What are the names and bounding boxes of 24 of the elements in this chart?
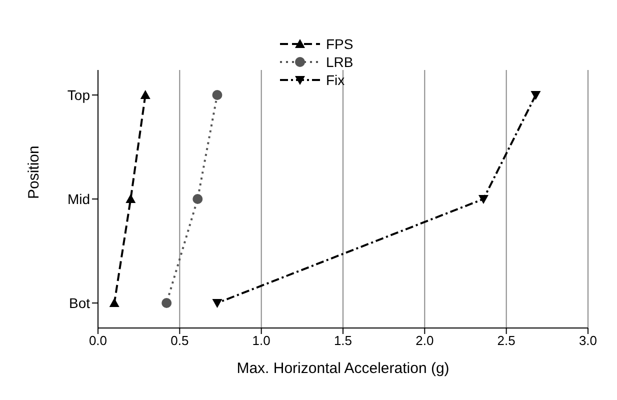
x-tick-label: 2.0 (416, 333, 434, 348)
legend-label: LRB (326, 54, 354, 70)
x-tick-label: 1.5 (334, 333, 352, 348)
point (478, 195, 488, 204)
y-tick-label: Bot (68, 294, 90, 311)
point (530, 91, 541, 100)
x-axis-title: Max. Horizontal Acceleration (g) (236, 360, 450, 377)
y-tick-label: Top (67, 86, 90, 103)
point (109, 298, 120, 307)
x-tick-label: 0.5 (170, 333, 189, 348)
x-tick-label: 2.5 (497, 333, 516, 348)
y-tick-label: Mid (67, 190, 90, 207)
point (162, 298, 172, 308)
legend-label: FPS (326, 36, 354, 52)
point (140, 90, 150, 99)
x-tick-label: 0.0 (88, 333, 108, 348)
x-tick-label: 1.0 (252, 333, 270, 348)
point (126, 194, 136, 203)
x-tick-label: 3.0 (578, 333, 598, 348)
point (192, 194, 203, 204)
point (212, 90, 222, 100)
point (212, 299, 222, 308)
legend-label: Fix (326, 72, 345, 88)
y-axis-title: Position (25, 146, 42, 199)
